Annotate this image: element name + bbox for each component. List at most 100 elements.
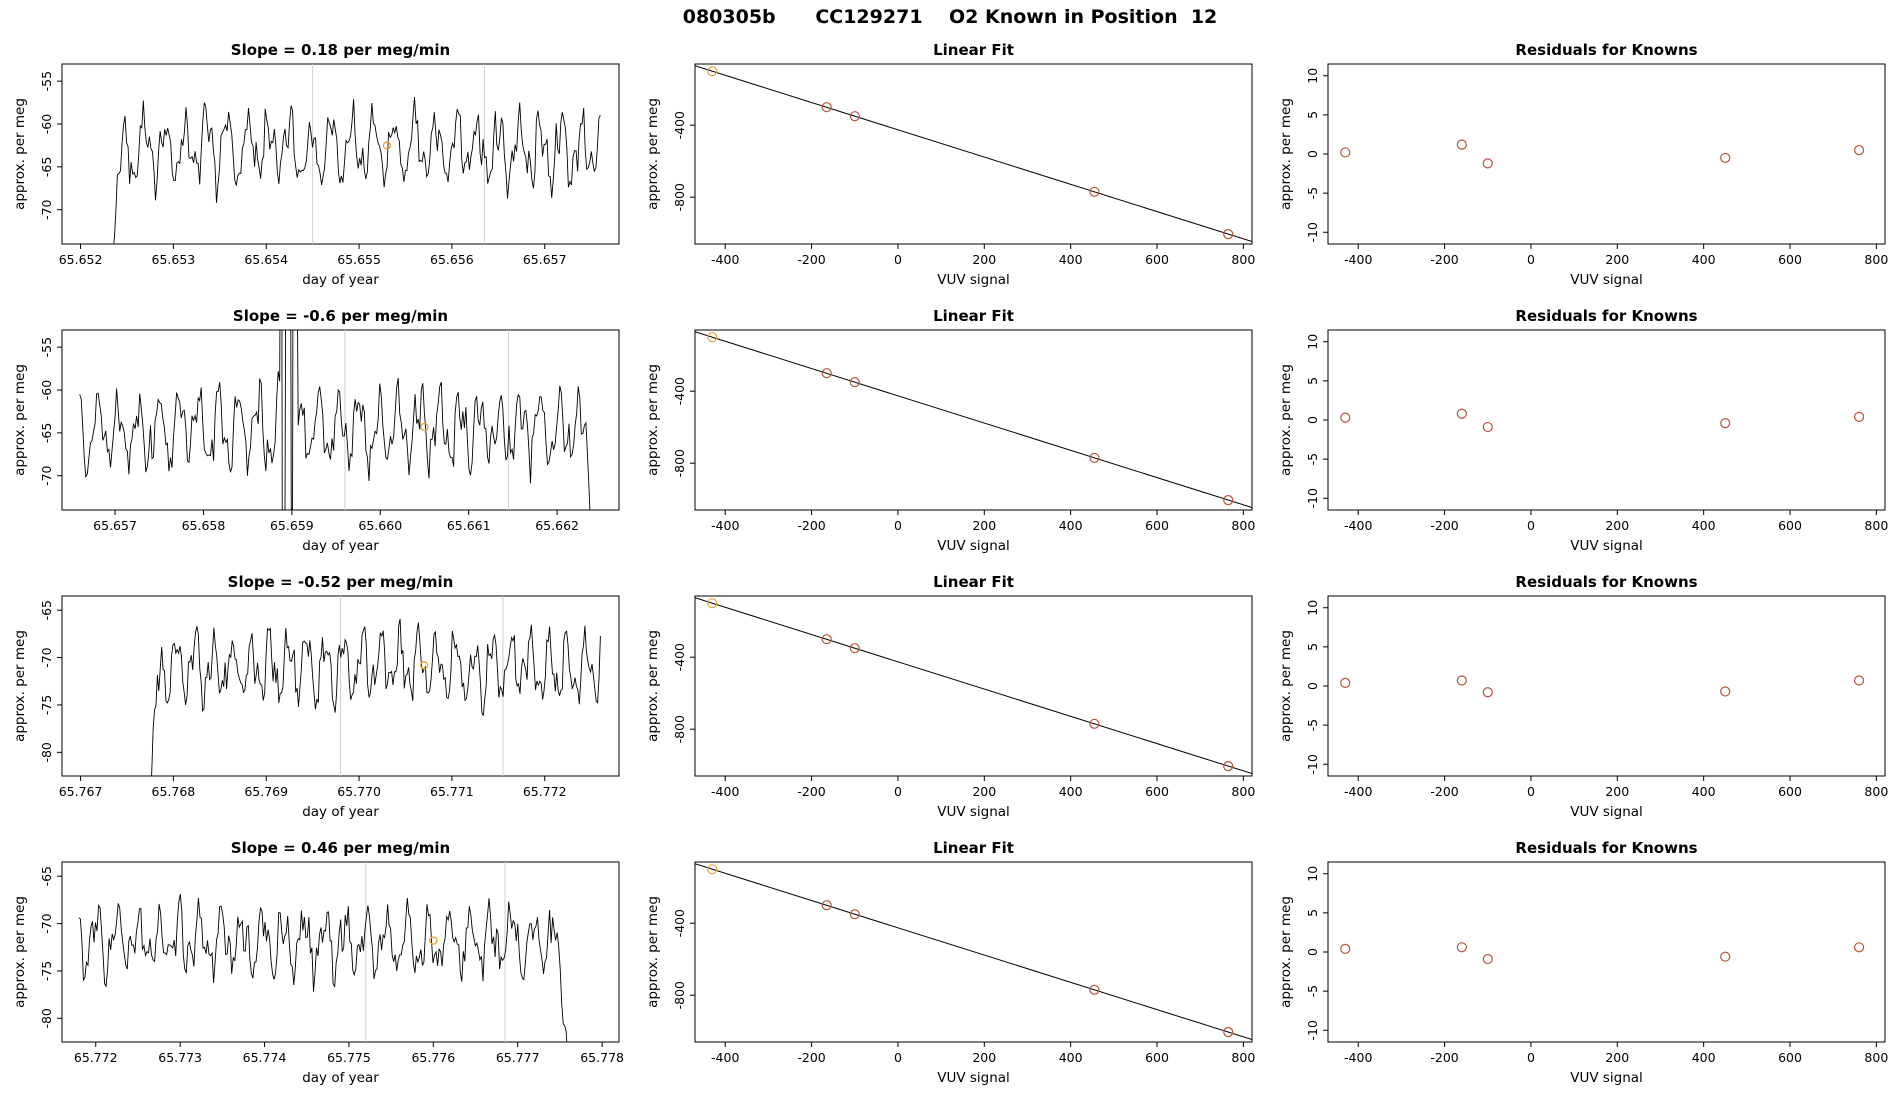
svg-text:day of year: day of year (302, 804, 379, 820)
svg-text:400: 400 (1059, 252, 1083, 267)
svg-text:-800: -800 (672, 715, 687, 743)
svg-text:-400: -400 (711, 784, 739, 799)
svg-text:-400: -400 (1344, 784, 1372, 799)
svg-text:VUV signal: VUV signal (1570, 804, 1643, 820)
svg-text:approx. per meg: approx. per meg (1278, 630, 1294, 742)
svg-text:Slope = -0.52 per meg/min: Slope = -0.52 per meg/min (228, 573, 454, 591)
svg-text:-200: -200 (1430, 1050, 1458, 1065)
svg-text:-80: -80 (39, 1008, 54, 1028)
svg-text:VUV signal: VUV signal (937, 272, 1010, 288)
svg-text:65.656: 65.656 (430, 252, 474, 267)
svg-text:-400: -400 (711, 252, 739, 267)
svg-text:800: 800 (1231, 784, 1255, 799)
svg-text:approx. per meg: approx. per meg (12, 896, 28, 1008)
svg-text:65.769: 65.769 (244, 784, 288, 799)
svg-text:-400: -400 (1344, 518, 1372, 533)
timeseries-plot: Slope = -0.52 per meg/min 65.767 65.768 65.… (12, 573, 620, 820)
svg-text:-65: -65 (39, 157, 54, 177)
svg-text:VUV signal: VUV signal (937, 538, 1010, 554)
svg-text:65.775: 65.775 (327, 1050, 371, 1065)
svg-text:-5: -5 (1305, 453, 1320, 465)
svg-text:65.659: 65.659 (270, 518, 314, 533)
residuals-plot: Residuals for Knowns -400 -200 0 200 400 600 80… (1278, 573, 1888, 820)
svg-text:0: 0 (1527, 518, 1535, 533)
svg-text:-60: -60 (39, 380, 54, 400)
chart-cell-resid-5: Residuals for Knowns -400 -200 0 200 400 600 80… (1266, 300, 1899, 566)
chart-cell-resid-11: Residuals for Knowns -400 -200 0 200 400 600 80… (1266, 832, 1899, 1098)
chart-cell-fit-1: Linear Fit -400 -200 0 200 400 600 800 -800 -400 V… (633, 34, 1266, 300)
svg-text:-200: -200 (797, 784, 825, 799)
svg-text:200: 200 (972, 518, 996, 533)
svg-text:-200: -200 (1430, 518, 1458, 533)
svg-text:-60: -60 (39, 114, 54, 134)
svg-text:-75: -75 (39, 961, 54, 981)
svg-text:65.771: 65.771 (430, 784, 474, 799)
svg-text:400: 400 (1692, 252, 1716, 267)
svg-text:day of year: day of year (302, 538, 379, 554)
chart-cell-fit-7: Linear Fit -400 -200 0 200 400 600 800 -800 -400 V… (633, 566, 1266, 832)
linear-fit-plot: Linear Fit -400 -200 0 200 400 600 800 -800 -400 V… (645, 573, 1255, 820)
svg-text:VUV signal: VUV signal (1570, 272, 1643, 288)
svg-text:-10: -10 (1305, 488, 1320, 508)
residuals-plot: Residuals for Knowns -400 -200 0 200 400 600 80… (1278, 307, 1888, 554)
svg-text:800: 800 (1864, 784, 1888, 799)
svg-text:65.658: 65.658 (182, 518, 226, 533)
svg-text:65.653: 65.653 (152, 252, 196, 267)
svg-text:600: 600 (1778, 1050, 1802, 1065)
svg-text:VUV signal: VUV signal (1570, 538, 1643, 554)
svg-text:-400: -400 (672, 111, 687, 139)
svg-text:0: 0 (1305, 948, 1320, 956)
svg-text:-70: -70 (39, 465, 54, 485)
svg-text:-55: -55 (39, 71, 54, 91)
svg-text:800: 800 (1231, 252, 1255, 267)
svg-text:-400: -400 (672, 643, 687, 671)
svg-text:65.773: 65.773 (158, 1050, 202, 1065)
svg-text:-70: -70 (39, 199, 54, 219)
svg-text:200: 200 (1605, 784, 1629, 799)
svg-text:-400: -400 (711, 1050, 739, 1065)
svg-text:approx. per meg: approx. per meg (12, 630, 28, 742)
svg-text:approx. per meg: approx. per meg (645, 98, 661, 210)
chart-cell-resid-8: Residuals for Knowns -400 -200 0 200 400 600 80… (1266, 566, 1899, 832)
svg-text:400: 400 (1059, 1050, 1083, 1065)
svg-text:200: 200 (972, 784, 996, 799)
svg-text:800: 800 (1864, 1050, 1888, 1065)
svg-text:65.661: 65.661 (447, 518, 491, 533)
page-title: 080305b CC129271 O2 Known in Position 12 (682, 6, 1218, 28)
svg-text:-200: -200 (1430, 784, 1458, 799)
svg-text:Linear Fit: Linear Fit (933, 573, 1014, 591)
svg-text:approx. per meg: approx. per meg (645, 630, 661, 742)
svg-text:5: 5 (1305, 909, 1320, 917)
svg-text:400: 400 (1692, 1050, 1716, 1065)
svg-text:-65: -65 (39, 423, 54, 443)
svg-text:600: 600 (1145, 518, 1169, 533)
svg-text:Residuals for Knowns: Residuals for Knowns (1515, 307, 1697, 325)
svg-text:day of year: day of year (302, 272, 379, 288)
residuals-plot: Residuals for Knowns -400 -200 0 200 400 600 80… (1278, 41, 1888, 288)
svg-text:800: 800 (1864, 518, 1888, 533)
svg-text:approx. per meg: approx. per meg (1278, 364, 1294, 476)
svg-text:600: 600 (1778, 252, 1802, 267)
svg-text:-5: -5 (1305, 985, 1320, 997)
svg-text:10: 10 (1305, 334, 1320, 350)
svg-text:400: 400 (1059, 518, 1083, 533)
linear-fit-plot: Linear Fit -400 -200 0 200 400 600 800 -800 -400 V… (645, 41, 1255, 288)
linear-fit-plot: Linear Fit -400 -200 0 200 400 600 800 -800 -400 V… (645, 307, 1255, 554)
svg-text:-200: -200 (797, 252, 825, 267)
svg-text:Linear Fit: Linear Fit (933, 839, 1014, 857)
svg-text:65.772: 65.772 (74, 1050, 118, 1065)
linear-fit-plot: Linear Fit -400 -200 0 200 400 600 800 -800 -400 V… (645, 839, 1255, 1086)
svg-text:Linear Fit: Linear Fit (933, 41, 1014, 59)
svg-text:0: 0 (1305, 682, 1320, 690)
svg-text:-400: -400 (672, 909, 687, 937)
svg-text:-10: -10 (1305, 222, 1320, 242)
svg-text:VUV signal: VUV signal (937, 804, 1010, 820)
svg-text:-80: -80 (39, 742, 54, 762)
svg-text:65.778: 65.778 (580, 1050, 624, 1065)
svg-text:Residuals for Knowns: Residuals for Knowns (1515, 839, 1697, 857)
svg-text:65.777: 65.777 (496, 1050, 540, 1065)
svg-text:Residuals for Knowns: Residuals for Knowns (1515, 41, 1697, 59)
svg-text:approx. per meg: approx. per meg (645, 364, 661, 476)
svg-text:-65: -65 (39, 866, 54, 886)
svg-text:Slope = -0.6 per meg/min: Slope = -0.6 per meg/min (233, 307, 448, 325)
